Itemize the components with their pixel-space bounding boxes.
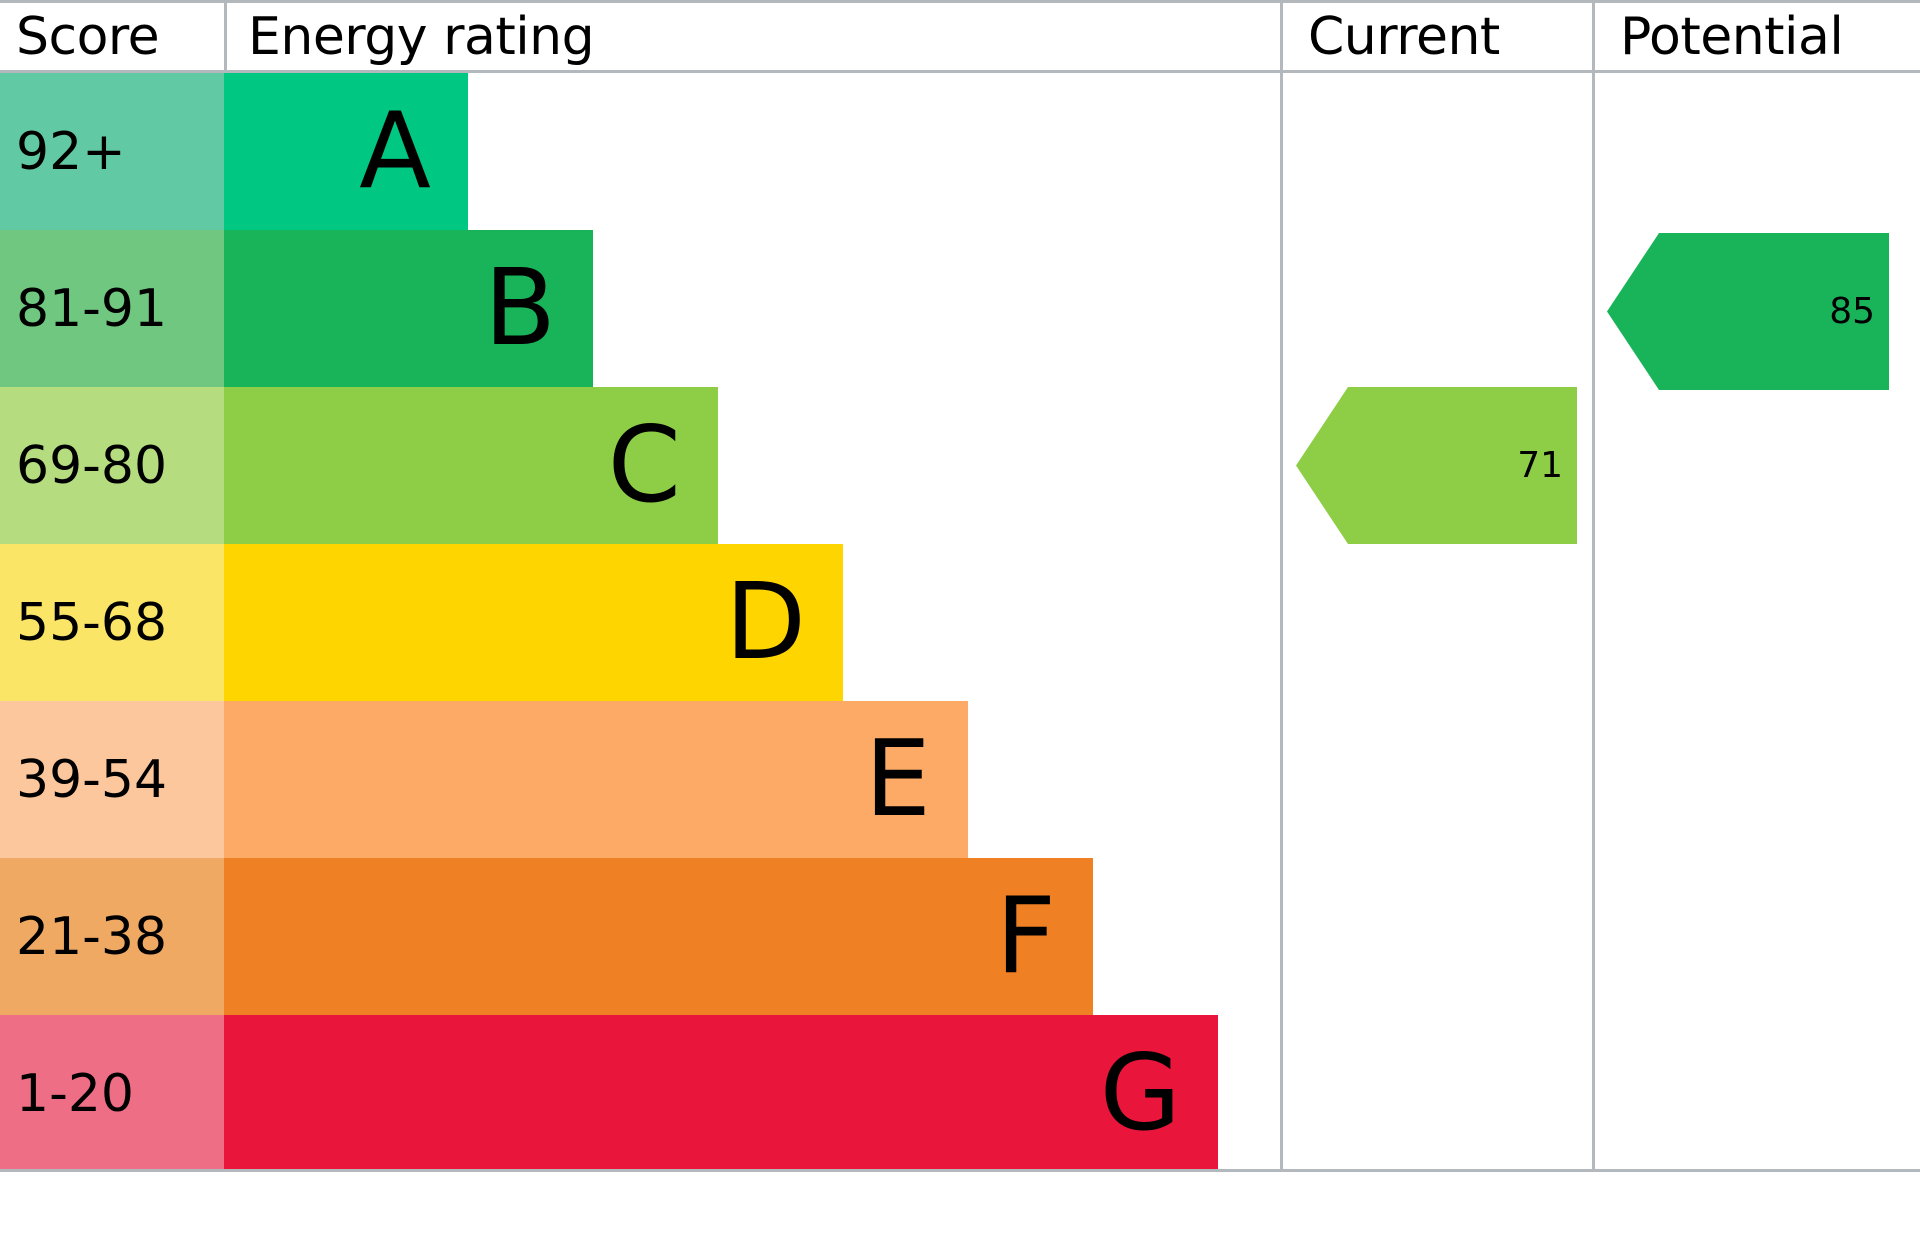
score-range-e: 39-54 [0,701,224,858]
table-bottom-rule [0,1169,1920,1172]
rating-bar-a: A [224,73,468,230]
rating-band-g: 1-20 G [0,1015,1920,1172]
rating-letter-d: D [725,561,806,683]
potential-rating-arrow: 85 [1607,233,1889,390]
header-top-rule [0,0,1920,3]
rating-band-b: 81-91 B [0,230,1920,387]
rating-letter-f: F [995,875,1056,997]
header-energy-rating: Energy rating [248,6,595,67]
header-current: Current [1308,6,1500,67]
potential-rating-value: 85 [1829,290,1875,332]
score-range-g: 1-20 [0,1015,224,1172]
rating-bar-b: B [224,230,593,387]
rating-letter-e: E [864,718,931,840]
rating-letter-b: B [483,247,556,369]
rating-letter-a: A [359,90,431,212]
rating-band-d: 55-68 D [0,544,1920,701]
header-bottom-rule [0,70,1920,73]
score-range-b: 81-91 [0,230,224,387]
score-range-d: 55-68 [0,544,224,701]
score-range-a: 92+ [0,73,224,230]
divider-current-potential [1592,0,1595,1172]
divider-score-rating [224,0,227,73]
divider-rating-current [1280,0,1283,1172]
rating-bar-e: E [224,701,968,858]
header-potential: Potential [1620,6,1844,67]
rating-letter-g: G [1099,1032,1181,1154]
current-rating-value: 71 [1517,444,1563,486]
rating-band-a: 92+ A [0,73,1920,230]
score-range-f: 21-38 [0,858,224,1015]
rating-bar-g: G [224,1015,1218,1172]
rating-bar-d: D [224,544,843,701]
rating-band-f: 21-38 F [0,858,1920,1015]
rating-band-e: 39-54 E [0,701,1920,858]
header-score: Score [16,6,160,67]
rating-bar-c: C [224,387,718,544]
rating-bar-f: F [224,858,1093,1015]
current-rating-arrow: 71 [1296,387,1577,544]
score-range-c: 69-80 [0,387,224,544]
rating-band-c: 69-80 C [0,387,1920,544]
table-header: Score Energy rating Current Potential [0,0,1920,73]
rating-letter-c: C [607,404,681,526]
